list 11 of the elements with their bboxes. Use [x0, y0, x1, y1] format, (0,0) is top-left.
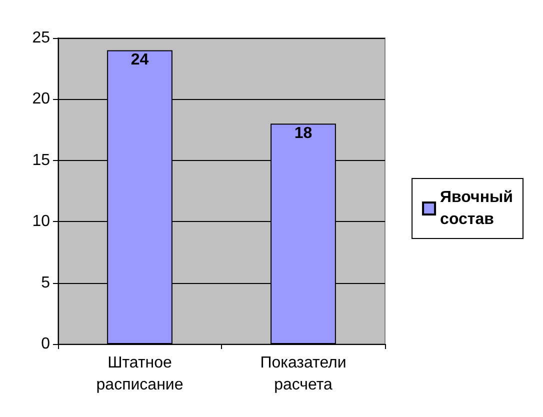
legend-label: Явочный состав [440, 189, 513, 228]
y-tick-label: 0 [41, 336, 50, 352]
y-tick-label: 5 [41, 274, 50, 292]
data-label: 24 [130, 52, 149, 69]
y-tick-label: 25 [32, 30, 50, 46]
y-tick-label: 15 [32, 152, 50, 169]
y-tick-label: 10 [32, 213, 50, 230]
y-tick-label: 20 [32, 90, 50, 108]
data-label: 18 [294, 125, 312, 142]
x-tick-label: Показатели расчета [260, 354, 346, 394]
x-tick-label: Штатное расписание [96, 354, 184, 394]
